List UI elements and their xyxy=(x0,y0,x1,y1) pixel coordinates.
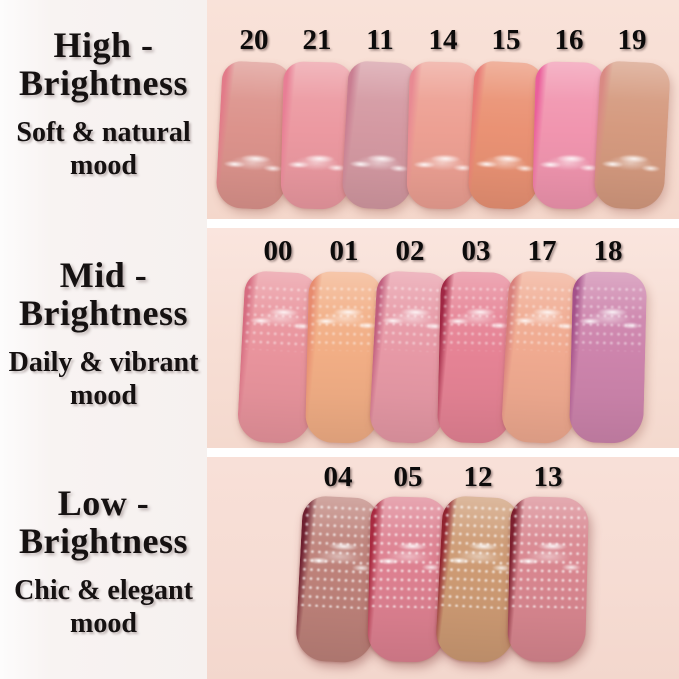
swatch-column: 14 xyxy=(406,0,480,210)
gloss-highlight xyxy=(219,139,286,188)
swatch-number: 14 xyxy=(428,24,458,56)
gloss-highlight xyxy=(300,503,378,610)
swatch-column: 18 xyxy=(568,228,648,444)
title-line: Brightness xyxy=(18,521,189,561)
swatch-row-high: 20 21 11 14 15 16 19 xyxy=(207,0,679,219)
swatch-number: 04 xyxy=(323,461,353,493)
mood-line: mood xyxy=(70,608,137,639)
swatch-number: 00 xyxy=(263,235,293,267)
mood-line: Daily & vibrant xyxy=(8,347,199,378)
swatch-number: 05 xyxy=(393,461,423,493)
gloss-highlight xyxy=(442,284,512,352)
mood-line: Chic & elegant xyxy=(14,575,193,606)
swatch-number: 17 xyxy=(527,235,557,267)
text-panel xyxy=(0,0,207,679)
section-label-low: Low - Brightness Chic & elegant mood xyxy=(0,484,207,640)
section-mood-low: Chic & elegant mood xyxy=(0,574,207,640)
gloss-highlight xyxy=(511,504,586,609)
swatch-column: 19 xyxy=(593,0,671,211)
gloss-highlight xyxy=(310,284,380,352)
swatch-number: 02 xyxy=(395,235,425,267)
mood-line: mood xyxy=(70,150,137,181)
section-mood-mid: Daily & vibrant mood xyxy=(0,346,207,412)
swatch-number: 15 xyxy=(491,24,521,56)
gloss-highlight xyxy=(535,140,602,187)
swatch-column: 05 xyxy=(366,457,450,663)
swatch-blob xyxy=(568,271,648,444)
swatch-number: 01 xyxy=(329,235,359,267)
swatch-column: 15 xyxy=(467,0,545,211)
section-title-high: High - Brightness xyxy=(0,26,207,102)
gloss-highlight xyxy=(574,284,644,352)
swatch-column: 01 xyxy=(304,228,384,444)
section-divider xyxy=(207,219,679,228)
swatch-column: 02 xyxy=(368,228,452,445)
swatch-number: 18 xyxy=(593,235,623,267)
swatch-number: 20 xyxy=(239,24,269,56)
swatch-number: 16 xyxy=(554,24,584,56)
gloss-highlight xyxy=(409,140,476,187)
swatch-column: 12 xyxy=(434,457,522,664)
gloss-highlight xyxy=(471,139,538,188)
photo-section-low-brightness: 04 05 12 13 xyxy=(207,457,679,679)
gloss-highlight xyxy=(376,283,448,353)
section-label-mid: Mid - Brightness Daily & vibrant mood xyxy=(0,256,207,412)
section-mood-high: Soft & natural mood xyxy=(0,116,207,182)
mood-line: mood xyxy=(70,380,137,411)
gloss-highlight xyxy=(597,139,664,188)
swatch-column: 00 xyxy=(236,228,320,445)
swatch-number: 12 xyxy=(463,461,493,493)
swatch-column: 16 xyxy=(532,0,606,210)
section-title-mid: Mid - Brightness xyxy=(0,256,207,332)
title-line: Mid - xyxy=(59,255,148,295)
title-line: Brightness xyxy=(18,293,189,333)
swatch-number: 13 xyxy=(533,461,563,493)
swatch-number: 03 xyxy=(461,235,491,267)
swatch-blob xyxy=(593,60,671,211)
photo-section-high-brightness: 20 21 11 14 15 16 19 xyxy=(207,0,679,219)
swatch-blob xyxy=(506,496,590,663)
swatch-column: 11 xyxy=(341,0,419,211)
gloss-highlight xyxy=(345,139,412,188)
mood-line: Soft & natural xyxy=(16,117,191,148)
title-line: High - xyxy=(53,25,154,65)
swatch-column: 20 xyxy=(215,0,293,211)
gloss-highlight xyxy=(244,283,316,353)
gloss-highlight xyxy=(440,503,518,610)
swatch-column: 21 xyxy=(280,0,354,210)
gloss-highlight xyxy=(283,140,350,187)
swatch-number: 21 xyxy=(302,24,332,56)
swatch-column: 03 xyxy=(436,228,516,444)
gloss-highlight xyxy=(508,283,580,353)
swatch-column: 13 xyxy=(506,457,590,663)
swatch-number: 19 xyxy=(617,24,647,56)
swatch-row-low: 04 05 12 13 xyxy=(207,457,679,679)
photo-section-mid-brightness: 00 01 02 03 17 18 xyxy=(207,228,679,448)
swatch-column: 04 xyxy=(294,457,382,664)
section-divider xyxy=(207,448,679,457)
swatch-row-mid: 00 01 02 03 17 18 xyxy=(207,228,679,448)
swatch-number: 11 xyxy=(366,24,394,56)
gloss-highlight xyxy=(371,504,446,609)
section-label-high: High - Brightness Soft & natural mood xyxy=(0,26,207,182)
swatch-column: 17 xyxy=(500,228,584,445)
title-line: Brightness xyxy=(18,63,189,103)
section-title-low: Low - Brightness xyxy=(0,484,207,560)
title-line: Low - xyxy=(57,483,150,523)
